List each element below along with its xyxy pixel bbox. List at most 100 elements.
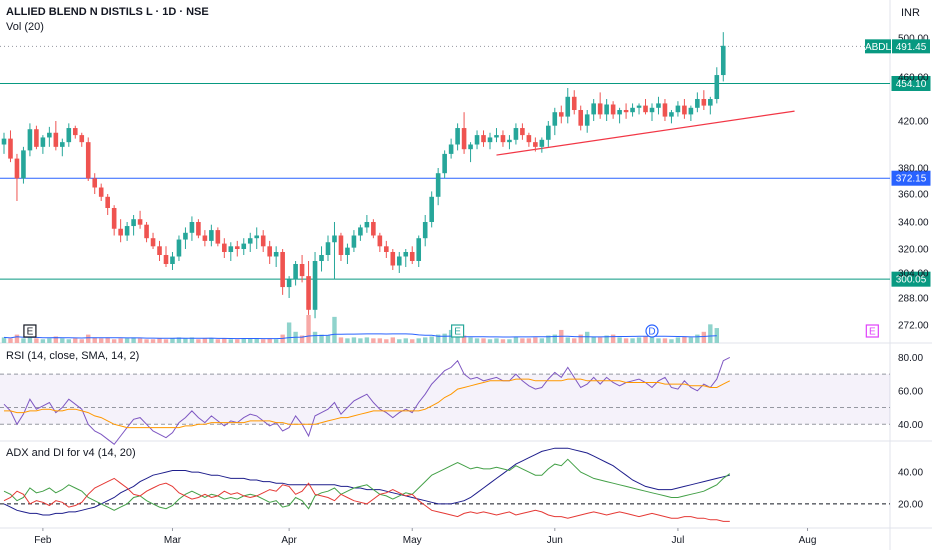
volume-bar — [14, 334, 20, 343]
candle-body — [215, 230, 221, 244]
candle-body — [260, 235, 266, 247]
candle-body — [507, 139, 512, 143]
symbol-badge-label: ABDL — [865, 42, 892, 53]
volume-bar — [468, 337, 473, 343]
candle-body — [338, 235, 344, 255]
volume-bar — [248, 338, 253, 343]
di-minus-line — [3, 477, 730, 522]
candle-body — [429, 196, 434, 222]
candle-body — [345, 247, 350, 255]
volume-bar — [507, 339, 512, 343]
volume-bar — [403, 338, 408, 343]
rsi-tick-label: 40.00 — [898, 420, 923, 431]
candle-body — [714, 75, 720, 99]
candle-body — [597, 103, 603, 115]
candle-body — [481, 135, 486, 143]
candle-body — [27, 129, 33, 151]
volume-bar — [656, 338, 661, 343]
candle-body — [416, 238, 422, 261]
price-tick-label: 500.00 — [898, 34, 929, 45]
volume-bar — [442, 333, 447, 343]
volume-bar — [578, 334, 583, 343]
candle-body — [604, 104, 609, 115]
level-label: 372.15 — [896, 174, 927, 185]
volume-bar — [286, 322, 292, 343]
candle-body — [241, 243, 247, 249]
rsi-tick-label: 60.00 — [898, 386, 923, 397]
candle-body — [513, 128, 519, 140]
candle-body — [176, 239, 182, 257]
candle-body — [92, 178, 98, 188]
candle-body — [209, 230, 214, 241]
candle-body — [520, 128, 525, 136]
volume-bar — [306, 315, 311, 343]
rsi-band — [0, 374, 890, 425]
time-label: Jun — [547, 535, 563, 546]
level-label: 454.10 — [896, 79, 927, 90]
volume-bar — [332, 316, 337, 343]
volume-bar — [66, 339, 71, 343]
adx-line — [3, 447, 730, 516]
volume-bar — [591, 336, 596, 343]
volume-label[interactable]: Vol (20) — [6, 21, 44, 33]
rsi-title[interactable]: RSI (14, close, SMA, 14, 2) — [6, 350, 140, 362]
candle-body — [280, 252, 285, 288]
candle-body — [364, 222, 370, 228]
volume-bar — [487, 339, 493, 343]
volume-bar — [500, 339, 506, 343]
volume-bar — [358, 338, 363, 343]
volume-bars — [1, 315, 719, 343]
time-axis: Feb Mar Apr May Jun Jul Aug — [34, 528, 816, 546]
volume-bar — [215, 339, 221, 343]
volume-bar — [474, 338, 480, 343]
volume-ma-line — [3, 333, 717, 340]
candle-body — [390, 252, 396, 266]
candle-body — [14, 158, 20, 179]
volume-bar — [189, 337, 195, 343]
volume-bar — [163, 339, 169, 343]
volume-bar — [261, 339, 266, 343]
volume-bar — [630, 338, 635, 343]
candle-body — [79, 135, 85, 143]
volume-bar — [662, 338, 668, 343]
candle-body — [105, 196, 110, 208]
candle-body — [461, 128, 467, 150]
volume-bar — [565, 337, 570, 343]
candle-body — [273, 252, 279, 257]
volume-bar — [79, 339, 84, 343]
candle-body — [60, 142, 65, 147]
event-marker-label: E — [27, 327, 34, 338]
candle-body — [636, 105, 642, 108]
candle-body — [435, 173, 441, 197]
volume-bar — [351, 337, 357, 343]
candle-body — [53, 132, 59, 147]
adx-title[interactable]: ADX and DI for v4 (14, 20) — [6, 447, 136, 459]
volume-bar — [209, 338, 214, 343]
candle-body — [299, 264, 305, 277]
volume-bar — [546, 335, 551, 343]
volume-bar — [552, 334, 557, 343]
symbol-title[interactable]: ALLIED BLEND N DISTILS L · 1D · NSE — [6, 6, 209, 18]
earnings-marker — [865, 324, 879, 338]
candle-body — [163, 255, 169, 264]
earnings-marker — [23, 324, 37, 338]
rsi-tick-label: 80.00 — [898, 353, 923, 364]
candle-body — [124, 226, 130, 236]
candle-body — [403, 252, 409, 257]
price-tick-label: 272.00 — [898, 321, 929, 332]
candle-body — [137, 219, 143, 225]
event-marker-label: E — [869, 327, 876, 338]
candle-body — [643, 105, 648, 113]
last-price-label: 491.45 — [896, 42, 927, 53]
candle-body — [630, 107, 635, 113]
volume-bar — [99, 338, 104, 343]
price-tick-label: 380.00 — [898, 164, 929, 175]
event-marker-label: E — [454, 327, 461, 338]
volume-bar — [435, 334, 441, 343]
currency-label[interactable]: INR — [901, 7, 920, 19]
candle-body — [170, 256, 175, 264]
candle-body — [675, 105, 681, 113]
volume-bar — [643, 336, 648, 343]
